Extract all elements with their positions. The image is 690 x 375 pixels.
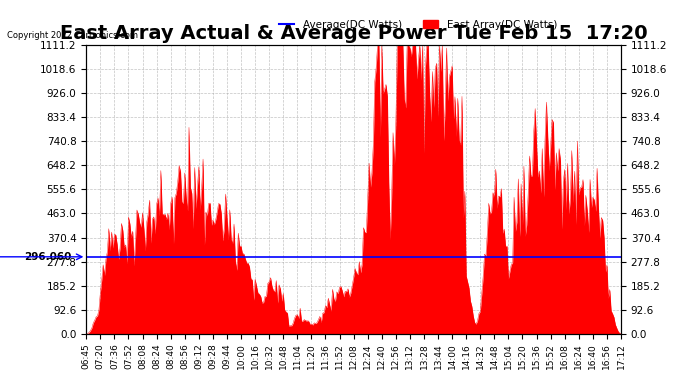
Legend: Average(DC Watts), East Array(DC Watts): Average(DC Watts), East Array(DC Watts) <box>275 15 561 34</box>
Title: East Array Actual & Average Power Tue Feb 15  17:20: East Array Actual & Average Power Tue Fe… <box>60 24 647 44</box>
Text: 296.060: 296.060 <box>23 252 71 262</box>
Text: Copyright 2022 Cartronics.com: Copyright 2022 Cartronics.com <box>7 30 138 39</box>
